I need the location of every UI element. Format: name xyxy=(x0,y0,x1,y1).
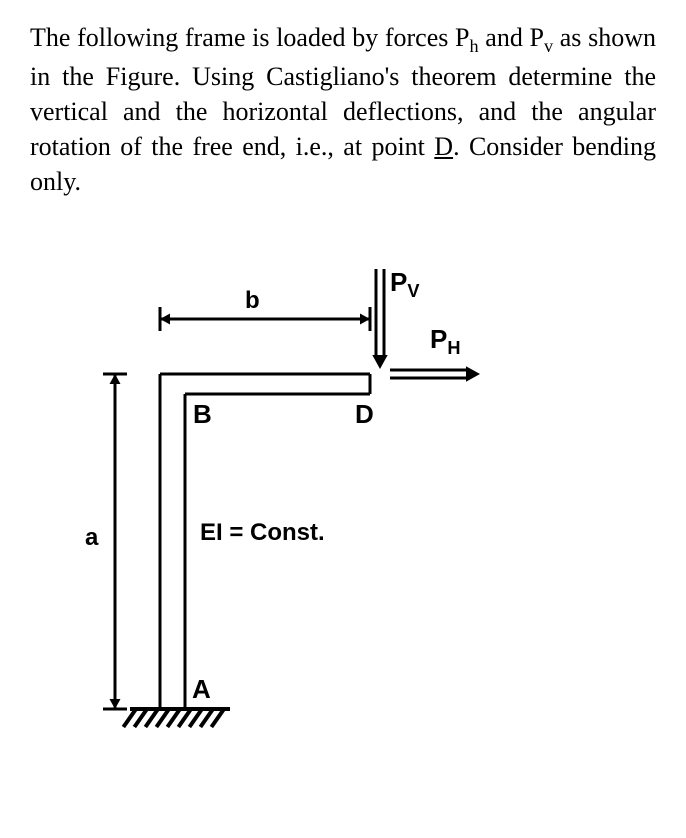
figure: b PV PH B D a EI = Const. A xyxy=(30,239,656,759)
label-pv: PV xyxy=(390,267,419,302)
label-EI: EI = Const. xyxy=(200,519,325,547)
label-a: a xyxy=(85,524,98,552)
problem-statement: The following frame is loaded by forces … xyxy=(30,20,656,199)
label-D: D xyxy=(355,399,374,430)
figure-svg xyxy=(30,239,656,759)
label-B: B xyxy=(193,399,212,430)
label-A: A xyxy=(192,674,211,705)
label-ph: PH xyxy=(430,324,460,359)
label-b: b xyxy=(245,287,260,315)
